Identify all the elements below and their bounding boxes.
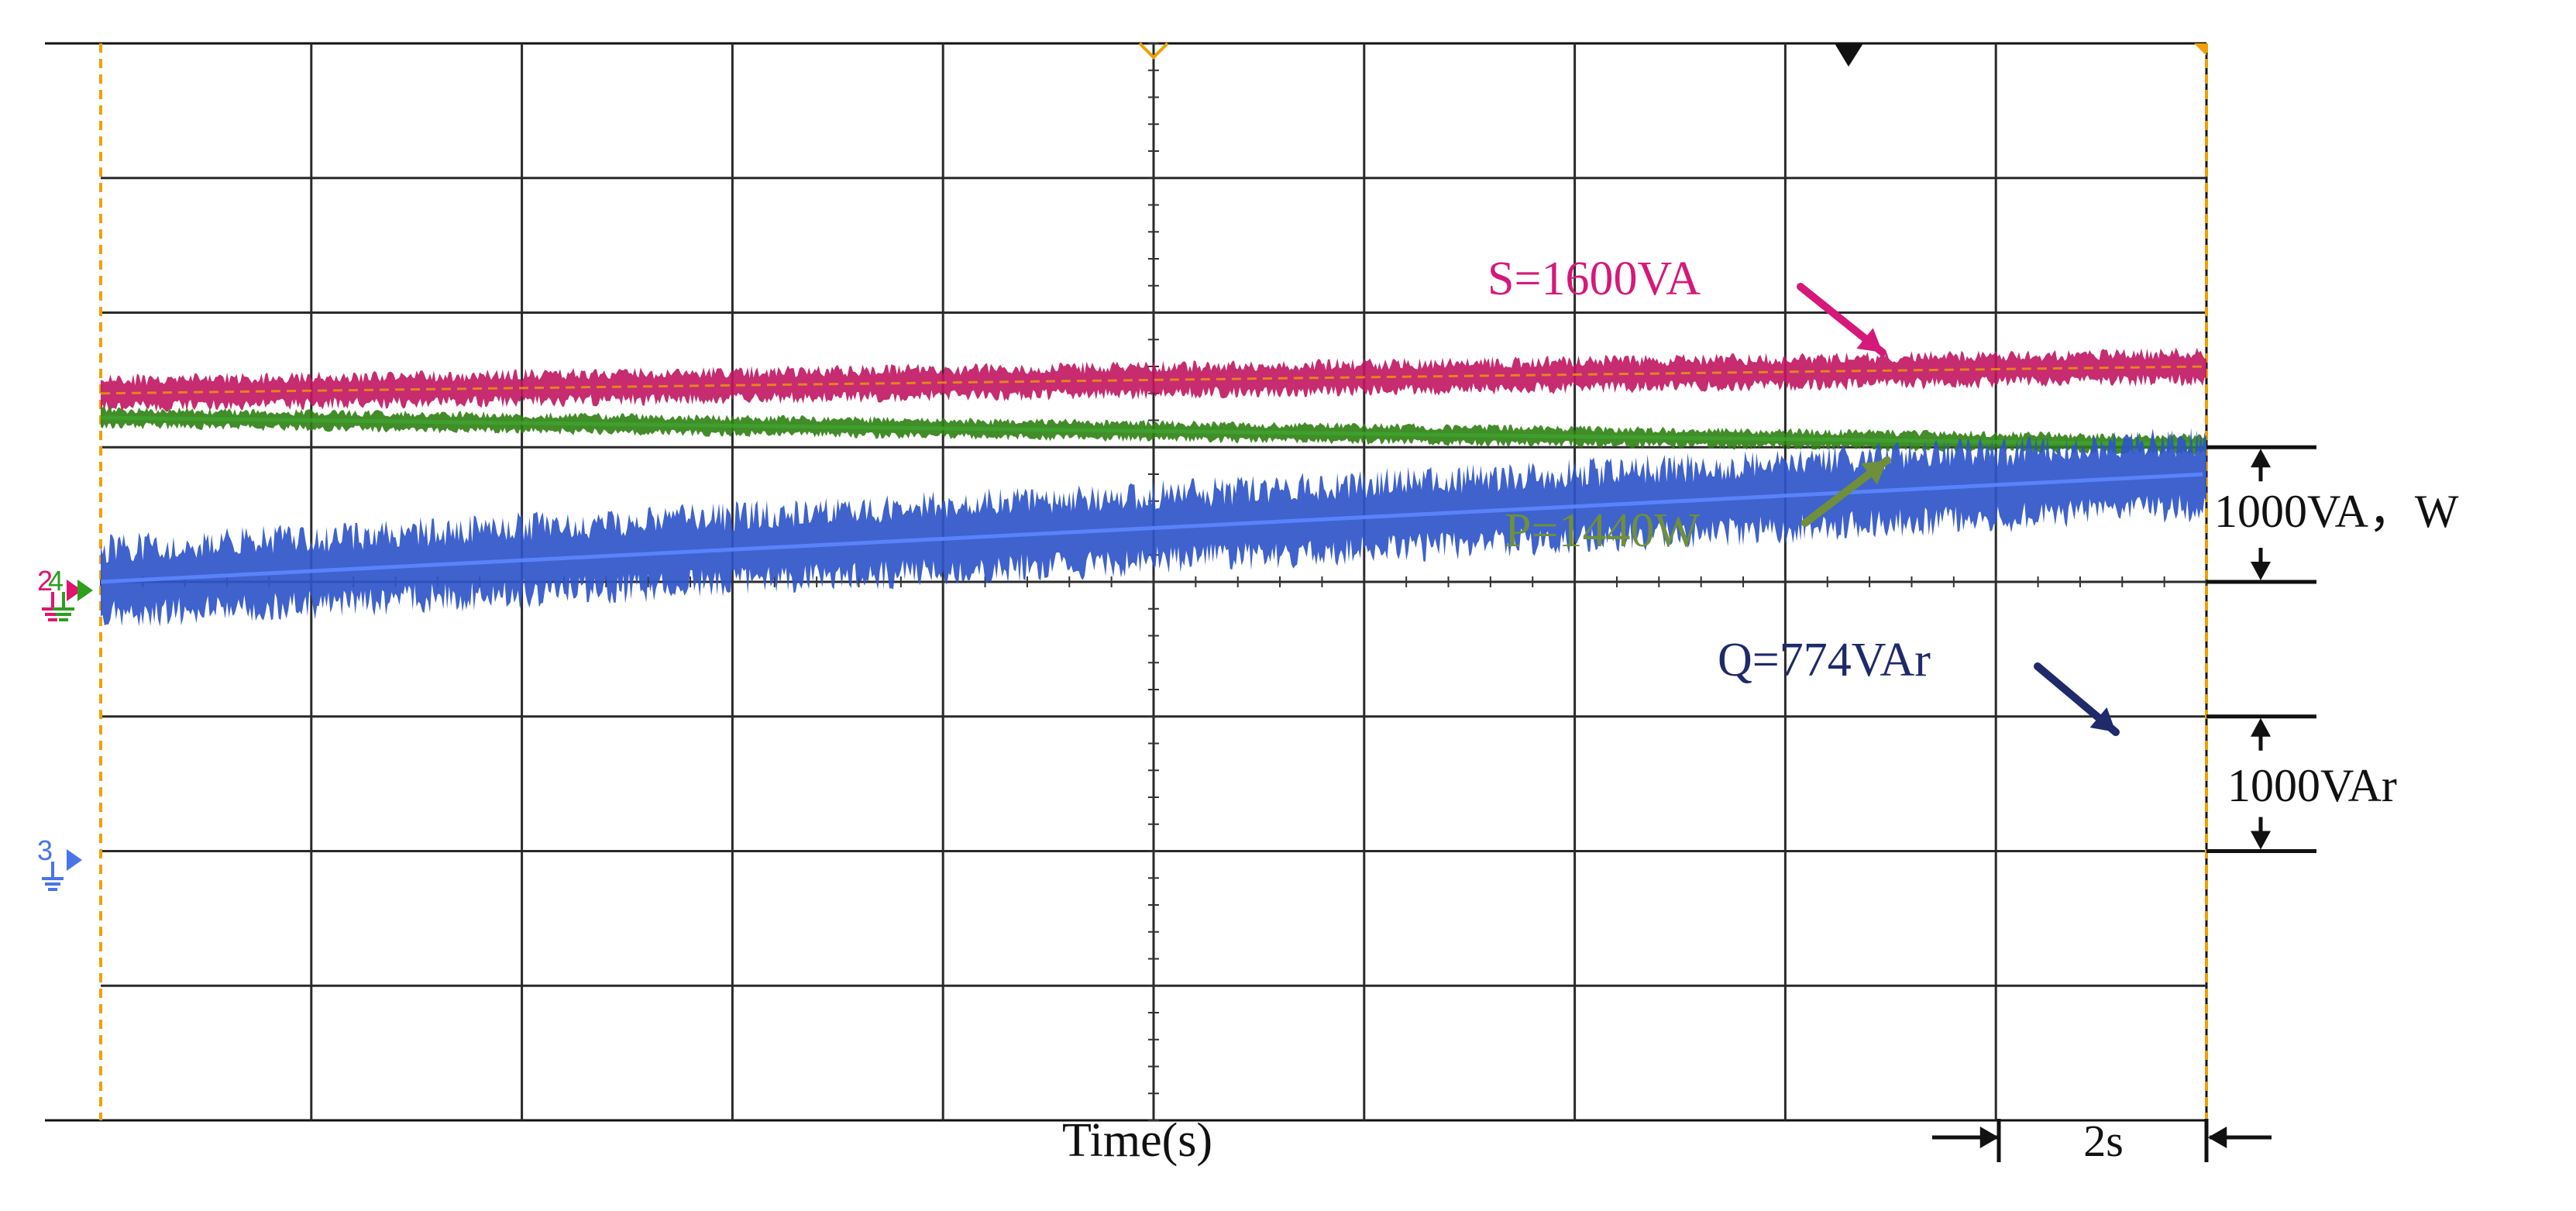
overlays: Time(s) 2s 1000VA，W 1000VAr S=1600VA P=1… <box>37 253 2459 1167</box>
trigger-position-marker <box>1138 42 1169 60</box>
channel-marker-s-pointer <box>67 580 82 601</box>
series-arrow-s-head <box>1856 328 1883 353</box>
reactive-scale-marker-bottom-head <box>2251 831 2271 850</box>
series-label-p: P=1440W <box>1505 504 1700 557</box>
traces <box>100 347 2206 627</box>
right-corner-marker <box>2194 43 2206 56</box>
trace-s-band <box>101 347 2206 413</box>
channel-marker-q-pointer <box>67 849 82 871</box>
trace-q-center <box>100 472 2203 584</box>
time-division-label: 2s <box>2083 1116 2124 1166</box>
channel-marker-p-pointer <box>77 580 93 601</box>
channel-marker-s-id: 2 <box>37 565 53 597</box>
time-division-right-arrow-head <box>2208 1127 2227 1148</box>
channel-marker-p-id: 4 <box>48 565 64 597</box>
reactive-scale-marker-top-head <box>2251 717 2271 737</box>
power-scale-marker-top-head <box>2251 449 2271 468</box>
trace-s-center <box>100 365 2203 395</box>
series-label-s: S=1600VA <box>1487 253 1701 305</box>
x-axis-label: Time(s) <box>1062 1114 1212 1167</box>
channel-marker-q-id: 3 <box>37 834 53 866</box>
trigger-marker <box>1835 43 1863 67</box>
series-arrow-q-head <box>2089 707 2116 732</box>
series-arrow-p-head <box>1861 460 1887 485</box>
power-scale-marker-bottom-head <box>2251 562 2271 580</box>
trace-p-center <box>100 415 2203 447</box>
grid <box>45 42 2208 1122</box>
power-scale-label: 1000VA，W <box>2214 486 2459 537</box>
series-label-q: Q=774VAr <box>1718 634 1931 686</box>
time-division-left-arrow-head <box>1979 1127 1999 1148</box>
reactive-scale-label: 1000VAr <box>2227 760 2397 811</box>
